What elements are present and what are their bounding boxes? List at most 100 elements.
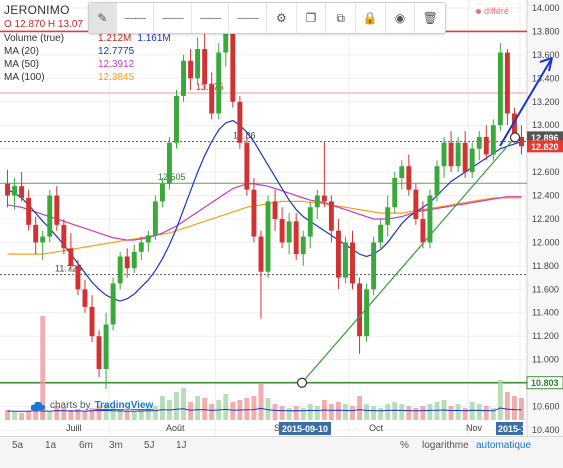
candle-body[interactable] [350, 242, 355, 284]
candle-body[interactable] [152, 201, 158, 236]
candle-body[interactable] [455, 142, 461, 167]
candle-body[interactable] [145, 235, 151, 243]
candle-body[interactable] [286, 221, 292, 243]
candle-body[interactable] [131, 251, 137, 269]
candle-body[interactable] [124, 256, 130, 269]
range-button-6m[interactable]: 6m [79, 440, 93, 451]
candle-body[interactable] [497, 52, 503, 126]
candle-body[interactable] [483, 136, 489, 155]
candle-body[interactable] [420, 218, 426, 243]
candle-body[interactable] [40, 236, 46, 243]
trendline[interactable] [301, 136, 516, 384]
candle-body[interactable] [174, 95, 179, 143]
candle-body[interactable] [378, 224, 384, 243]
candle-body[interactable] [159, 183, 165, 202]
candle-body[interactable] [328, 201, 334, 231]
candle-body[interactable] [96, 336, 102, 370]
candle-body[interactable] [434, 166, 440, 196]
candle-body[interactable] [272, 201, 278, 219]
candle-body[interactable] [293, 221, 299, 255]
candle-body[interactable] [195, 49, 201, 79]
range-button-1J[interactable]: 1J [176, 440, 187, 451]
line-style-3-button[interactable]: —·— [192, 3, 230, 33]
clone-button[interactable]: ❐ [297, 3, 327, 33]
candle-body[interactable] [47, 195, 53, 237]
line-style-4-button[interactable]: —·— [229, 3, 267, 33]
candle-body[interactable] [181, 60, 186, 96]
candle-body[interactable] [511, 113, 517, 137]
range-button-5a[interactable]: 5a [12, 440, 24, 451]
candle-body[interactable] [33, 224, 39, 243]
eye-button[interactable]: ◉ [386, 3, 416, 33]
log-scale-toggle[interactable]: logarithme [422, 440, 469, 451]
line-style-2-button[interactable]: —·— [154, 3, 192, 33]
candle-body[interactable] [258, 236, 264, 272]
candle-body[interactable] [300, 236, 306, 255]
candle-body[interactable] [202, 49, 208, 85]
candle-body[interactable] [110, 283, 116, 325]
line-style-1-button[interactable]: —·— [117, 3, 155, 33]
candle-body[interactable] [82, 289, 88, 307]
lock-button[interactable]: 🔒 [356, 3, 386, 33]
range-button-1a[interactable]: 1a [45, 440, 57, 451]
price-pane[interactable] [0, 0, 527, 436]
candle-body[interactable] [279, 218, 285, 243]
candle-body[interactable] [68, 248, 74, 266]
candle-body[interactable] [166, 142, 172, 184]
candle-body[interactable] [462, 142, 468, 173]
candle-body[interactable] [209, 84, 215, 114]
candle-body[interactable] [237, 101, 243, 143]
candle-body[interactable] [519, 136, 524, 147]
tradingview-watermark[interactable]: charts by TradingView [30, 400, 153, 411]
candle-body[interactable] [343, 242, 348, 278]
legend-row[interactable]: MA (100) 12.3845 [4, 71, 171, 84]
price-axis-pane[interactable] [527, 0, 563, 436]
candle-body[interactable] [307, 207, 313, 237]
symbol-title[interactable]: JERONIMO [4, 3, 70, 17]
candle-body[interactable] [385, 207, 391, 225]
candle-body[interactable] [441, 142, 447, 167]
candle-body[interactable] [490, 125, 496, 155]
candle-body[interactable] [117, 256, 123, 284]
candle-body[interactable] [251, 189, 257, 237]
legend-row[interactable]: Volume (true) 1.212M 1.161M [4, 32, 171, 45]
tradingview-link[interactable]: TradingView [94, 400, 154, 411]
candle-body[interactable] [406, 166, 412, 190]
candle-body[interactable] [321, 195, 327, 202]
candle-body[interactable] [61, 224, 67, 249]
candle-body[interactable] [103, 324, 109, 370]
trendline-handle-start[interactable] [296, 377, 308, 388]
candle-body[interactable] [12, 186, 18, 196]
gear-button[interactable]: ⚙ [267, 3, 297, 33]
auto-scale-toggle-2[interactable]: automatique [476, 440, 532, 451]
candle-body[interactable] [476, 136, 482, 149]
copy-button[interactable]: ⧉ [326, 3, 357, 33]
candle-body[interactable] [335, 230, 341, 278]
candle-body[interactable] [54, 195, 60, 225]
candle-body[interactable] [75, 265, 81, 290]
legend-row[interactable]: MA (20) 12.7775 [4, 45, 171, 58]
trash-button[interactable]: 🗑 [415, 3, 445, 33]
candle-body[interactable] [89, 306, 95, 337]
candle-body[interactable] [469, 148, 475, 173]
candle-body[interactable] [371, 242, 377, 290]
candle-body[interactable] [244, 142, 250, 190]
candle-body[interactable] [399, 166, 405, 178]
range-button-5J[interactable]: 5J [144, 440, 155, 451]
candle-body[interactable] [230, 31, 236, 102]
candle-body[interactable] [504, 52, 510, 114]
pencil-button[interactable]: ✎ [89, 3, 117, 33]
range-button-3m[interactable]: 3m [109, 440, 123, 451]
candle-body[interactable] [357, 283, 363, 337]
candle-body[interactable] [223, 31, 229, 53]
candle-body[interactable] [392, 177, 398, 208]
candle-body[interactable] [216, 52, 222, 114]
candle-body[interactable] [19, 186, 25, 198]
candle-body[interactable] [364, 289, 370, 337]
legend-row[interactable]: MA (50) 12.3912 [4, 58, 171, 71]
candle-body[interactable] [413, 189, 419, 219]
candle-body[interactable] [26, 197, 32, 225]
percent-toggle[interactable]: % [400, 440, 409, 451]
candle-body[interactable] [314, 195, 320, 208]
